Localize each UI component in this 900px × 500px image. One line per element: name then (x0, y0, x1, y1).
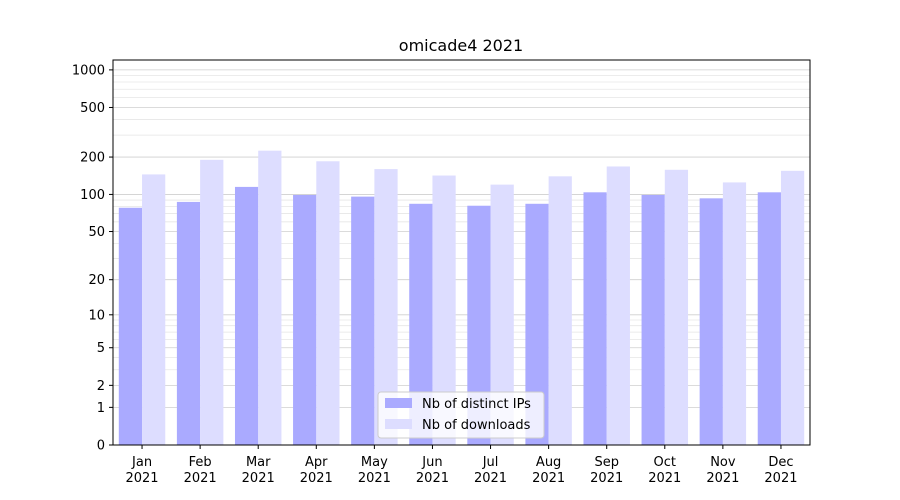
x-axis-ticks: Jan 2021 Feb 2021 Mar 2021 Apr 2021 May 2021 Jun 20… (125, 445, 798, 486)
bar-downloads (490, 184, 514, 445)
legend-label: Nb of downloads (422, 418, 531, 433)
x-tick-label: Apr 2021 (300, 455, 333, 486)
bar-downloads (722, 182, 747, 445)
bar-distinct-ips (351, 196, 375, 445)
bar-distinct-ips (293, 194, 317, 445)
grid-lines (113, 69, 810, 446)
bar-distinct-ips (757, 192, 781, 445)
bar-downloads (258, 150, 282, 445)
bar-downloads (780, 170, 805, 446)
y-tick-label: 5 (97, 341, 105, 356)
legend-box (377, 391, 545, 439)
plot-frame (112, 59, 811, 446)
legend-swatch (385, 398, 412, 408)
bar-downloads (606, 166, 630, 445)
y-tick-label: 2 (97, 379, 105, 394)
bars (118, 150, 805, 446)
x-tick-label: Sep 2021 (590, 455, 623, 486)
x-tick-label: Mar 2021 (242, 455, 275, 486)
bar-downloads (142, 174, 166, 445)
axes (112, 59, 811, 446)
chart-title: omicade4 2021 (399, 36, 523, 55)
bar-downloads (548, 176, 572, 445)
y-tick-label: 20 (88, 273, 105, 288)
x-tick-label: Nov 2021 (706, 455, 739, 486)
bar-downloads (664, 169, 689, 445)
bar-distinct-ips (583, 192, 607, 445)
bar-distinct-ips (525, 203, 549, 445)
bar-distinct-ips (467, 205, 491, 445)
y-tick-label: 50 (88, 225, 105, 240)
y-tick-label: 10 (88, 308, 105, 323)
y-tick-label: 0 (97, 439, 105, 454)
bar-distinct-ips (234, 186, 259, 445)
y-tick-label: 100 (80, 188, 105, 203)
legend-swatch (385, 419, 412, 429)
bar-distinct-ips (409, 203, 433, 445)
x-tick-label: Oct 2021 (648, 455, 681, 486)
x-tick-label: Feb 2021 (184, 455, 217, 486)
y-tick-label: 1 (97, 401, 105, 416)
y-axis-ticks: 0 1 2 5 10 20 50 100 200 500 1000 (72, 63, 113, 454)
bar-distinct-ips (699, 198, 723, 445)
y-tick-label: 200 (80, 151, 105, 166)
x-tick-label: Jul 2021 (474, 455, 507, 486)
x-tick-label: May 2021 (358, 455, 391, 486)
x-tick-label: Dec 2021 (764, 455, 797, 486)
y-tick-label: 500 (80, 101, 105, 116)
bar-distinct-ips (641, 194, 665, 445)
bar-downloads (432, 175, 456, 445)
bar-distinct-ips (118, 207, 143, 445)
bar-distinct-ips (176, 201, 201, 445)
y-tick-label: 1000 (72, 63, 105, 78)
bar-downloads (374, 169, 398, 445)
legend-label: Nb of distinct IPs (422, 397, 531, 412)
x-tick-label: Jan 2021 (125, 455, 158, 486)
x-tick-label: Jun 2021 (416, 455, 449, 486)
bar-downloads (316, 161, 340, 445)
x-tick-label: Aug 2021 (532, 455, 565, 486)
legend: Nb of distinct IPs Nb of downloads (377, 391, 545, 439)
bar-downloads (200, 159, 224, 445)
